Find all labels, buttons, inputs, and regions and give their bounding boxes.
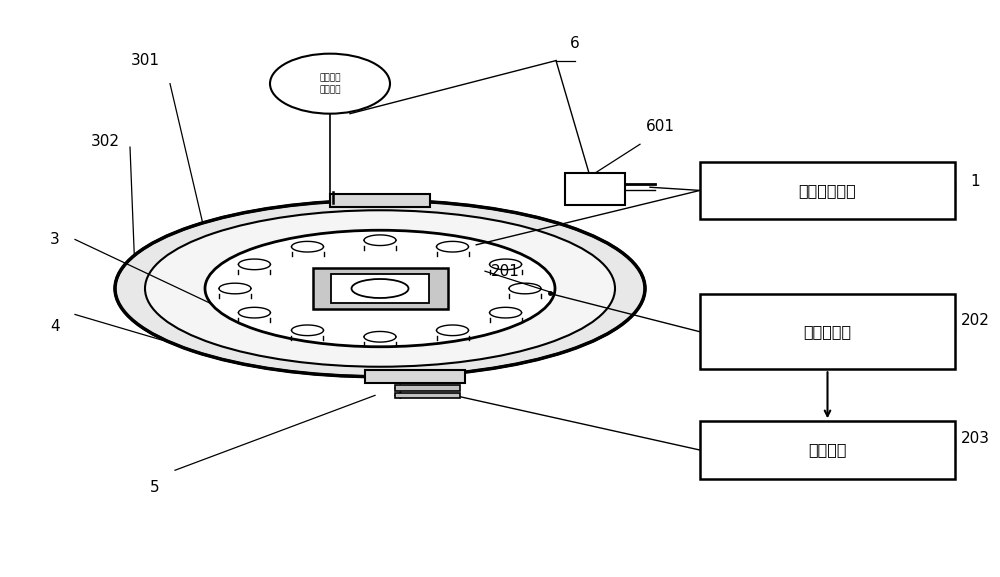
Ellipse shape (205, 230, 555, 347)
Ellipse shape (145, 210, 615, 367)
Text: 1: 1 (970, 174, 980, 189)
Text: 6: 6 (570, 36, 580, 51)
Text: 302: 302 (90, 134, 120, 149)
Text: 201: 201 (491, 264, 519, 279)
Ellipse shape (115, 200, 645, 377)
Bar (312, 268, 448, 309)
Text: 4: 4 (50, 319, 60, 334)
Bar (395, 393, 460, 398)
Text: 水浴系统: 水浴系统 (808, 443, 847, 458)
Bar (565, 173, 625, 205)
Text: 温度控制器: 温度控制器 (803, 324, 852, 339)
Bar (700, 294, 955, 369)
Bar (365, 370, 465, 383)
Text: 气体供应系统: 气体供应系统 (799, 183, 856, 198)
Bar (395, 385, 460, 391)
Bar (700, 421, 955, 479)
Text: 203: 203 (960, 431, 990, 446)
Bar (331, 274, 429, 303)
Text: 无线控制
信号接收: 无线控制 信号接收 (319, 73, 341, 95)
Text: 5: 5 (150, 480, 160, 495)
Bar (330, 194, 430, 207)
Bar (700, 162, 955, 219)
Text: 3: 3 (50, 232, 60, 247)
Text: 301: 301 (130, 53, 160, 68)
Ellipse shape (270, 54, 390, 114)
Text: 202: 202 (961, 313, 989, 328)
Text: 601: 601 (646, 119, 674, 134)
